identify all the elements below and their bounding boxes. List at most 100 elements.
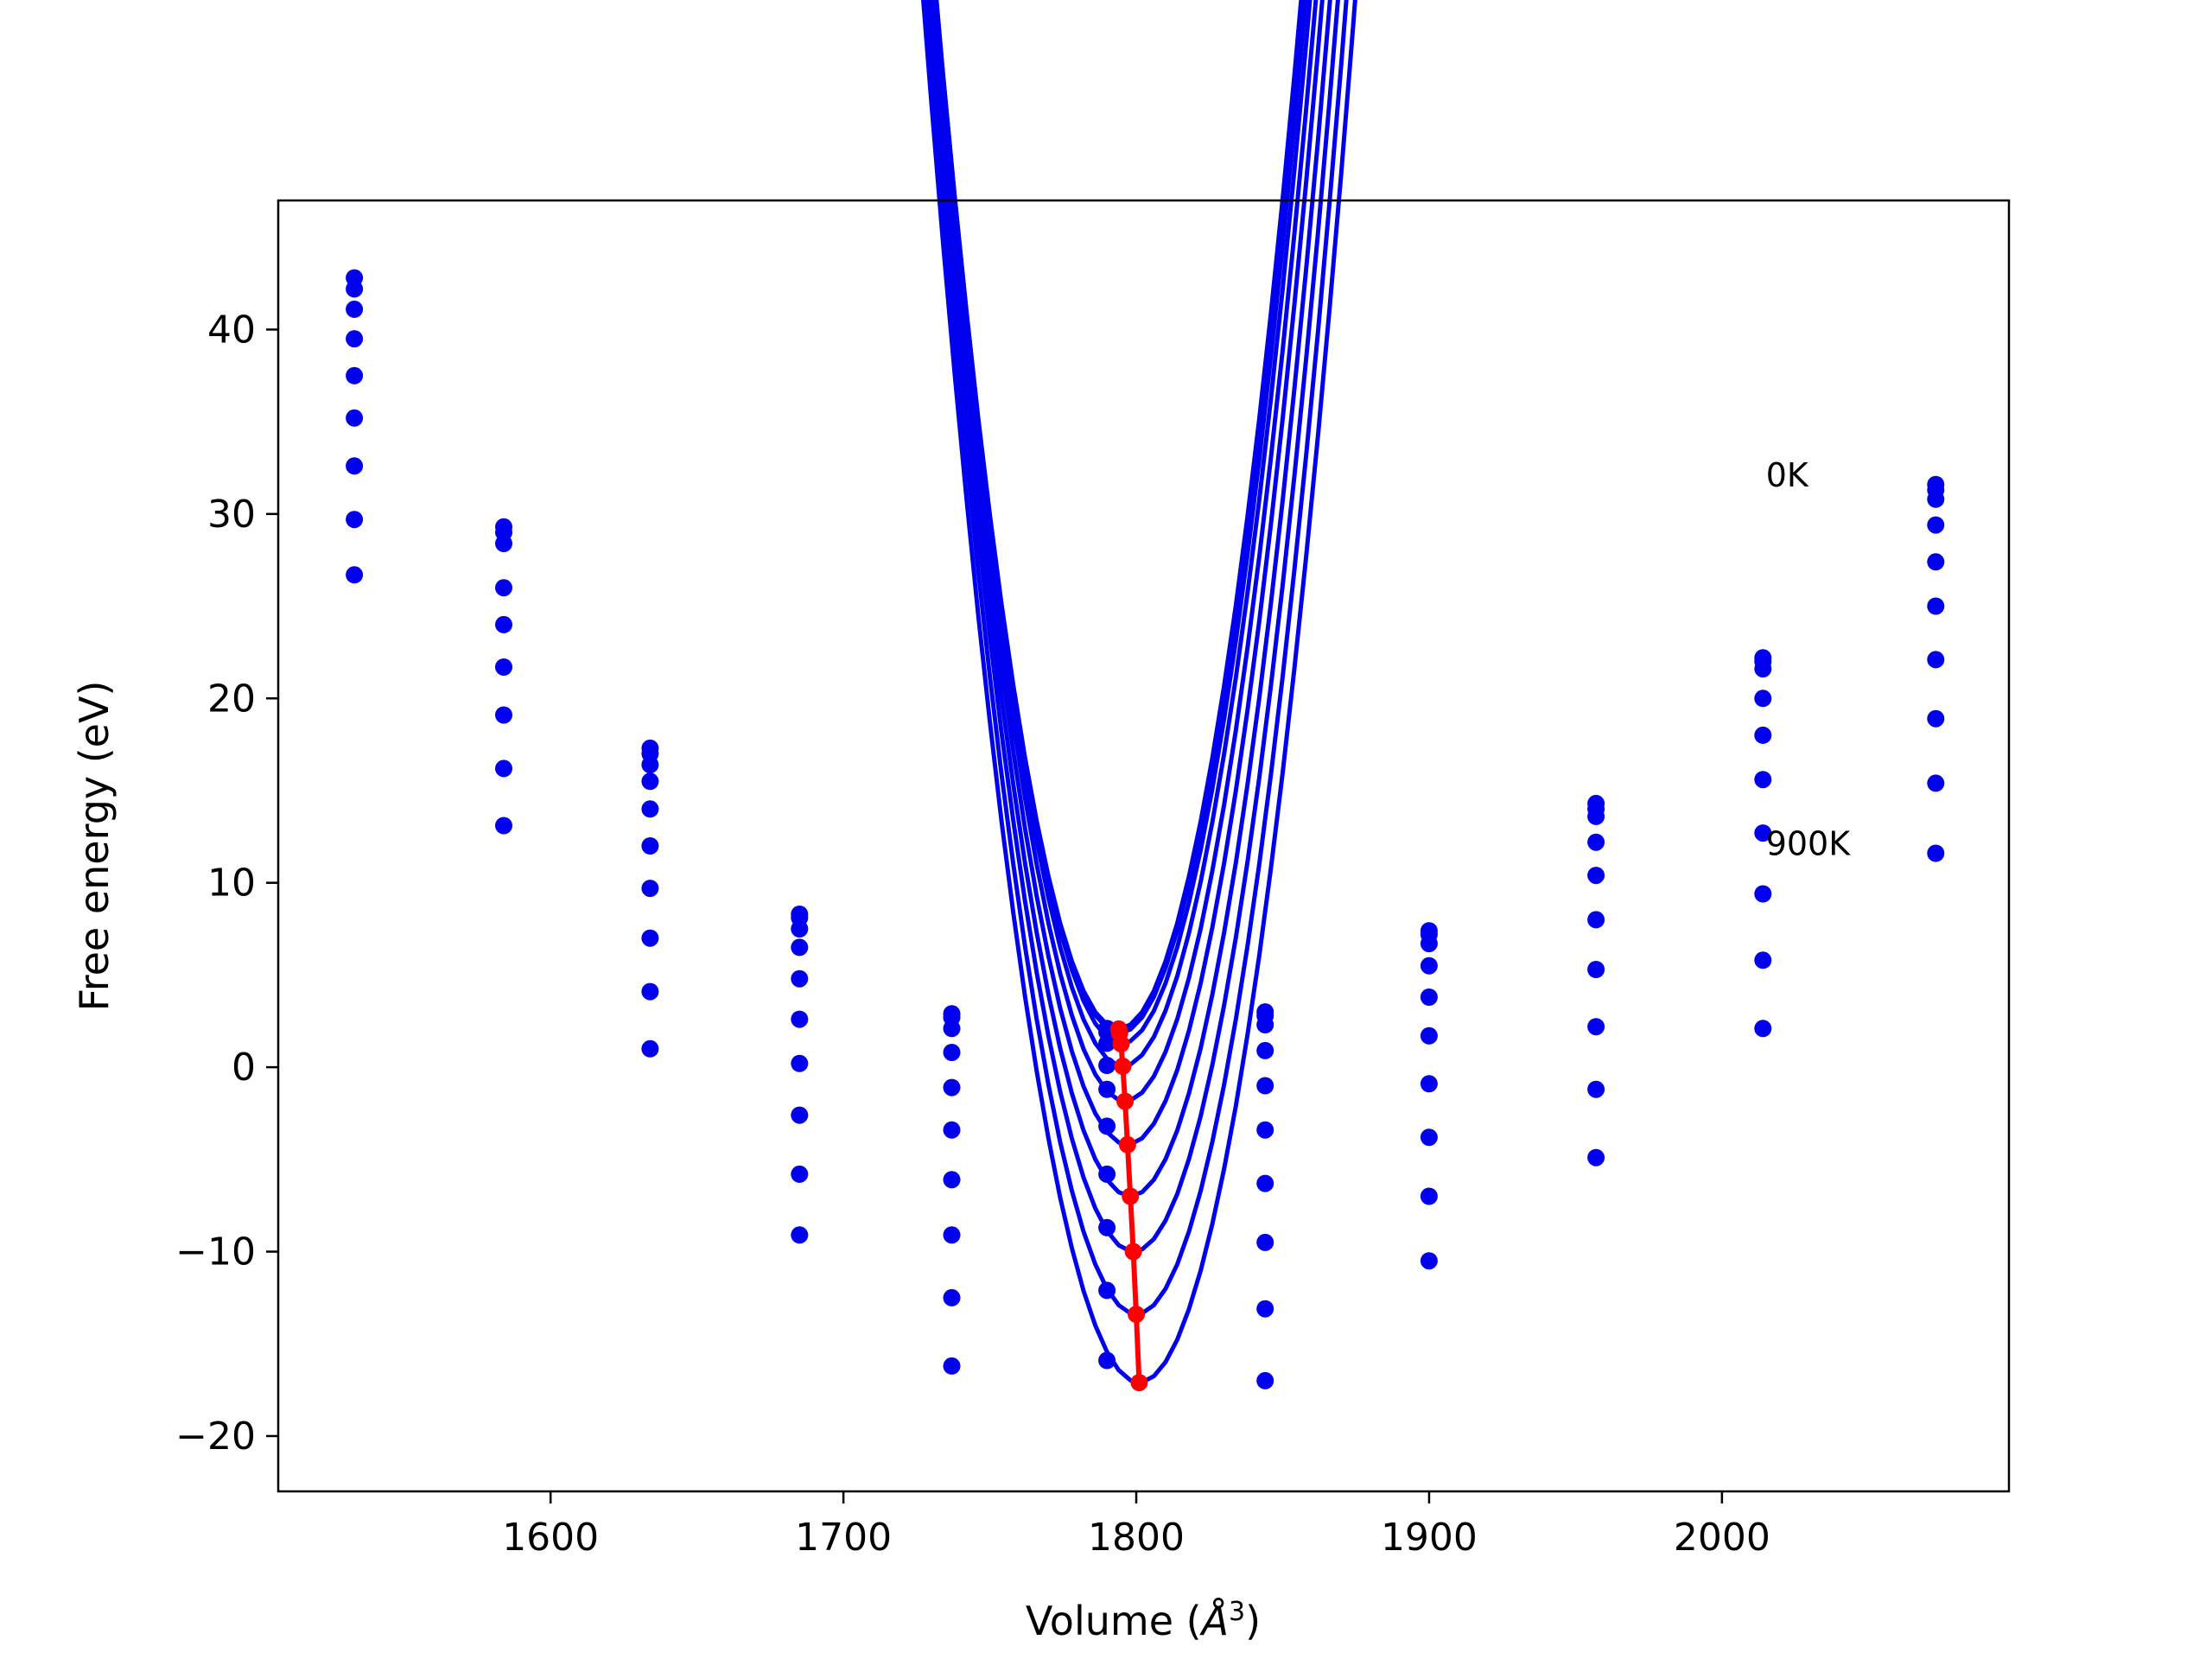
minima-point-5 (1118, 1135, 1136, 1154)
data-point-s7-4 (943, 1226, 961, 1244)
minima-point-7 (1124, 1243, 1142, 1261)
y-tick-label-20: 20 (207, 677, 256, 721)
data-point-s5-9 (1754, 771, 1772, 789)
data-point-s8-2 (641, 982, 659, 1001)
data-point-s5-1 (495, 658, 512, 676)
y-tick-label-30: 30 (207, 493, 256, 537)
fit-curve-3 (933, 0, 1313, 1069)
data-point-s3-4 (943, 1044, 961, 1061)
minima-point-3 (1114, 1058, 1132, 1075)
x-axis-title-symbol: Å (1199, 1598, 1229, 1644)
data-point-s5-10 (1927, 597, 1945, 615)
data-point-s6-5 (1098, 1165, 1116, 1183)
minima-point-8 (1128, 1306, 1145, 1324)
data-point-s7-6 (1256, 1233, 1274, 1251)
x-axis-title-text: Volume ( (1026, 1598, 1202, 1644)
data-point-s7-8 (1587, 1018, 1605, 1036)
data-point-s5-0 (346, 409, 364, 427)
data-point-s3-1 (495, 579, 512, 597)
data-point-s2-6 (1256, 1016, 1274, 1033)
data-point-s7-2 (641, 929, 659, 947)
data-point-s2-9 (1754, 660, 1772, 678)
data-point-s9-3 (791, 1226, 809, 1244)
data-point-s8-3 (791, 1165, 809, 1183)
annotation-900k: 900K (1766, 825, 1852, 863)
data-point-s6-10 (1927, 651, 1945, 669)
data-point-s8-5 (1098, 1281, 1116, 1300)
data-point-s8-8 (1587, 1080, 1605, 1098)
data-point-s6-6 (1256, 1174, 1274, 1192)
fit-curve-5 (930, 0, 1325, 1147)
data-point-s4-5 (1098, 1080, 1116, 1098)
data-point-s5-7 (1420, 1027, 1438, 1045)
x-axis-title-close: ) (1245, 1598, 1261, 1644)
data-point-s2-8 (1587, 807, 1605, 825)
data-point-s1-0 (346, 280, 364, 298)
data-point-s3-10 (1927, 516, 1945, 534)
data-point-s2-5 (1098, 1034, 1116, 1052)
data-point-s9-8 (1587, 1148, 1605, 1166)
data-point-s6-7 (1420, 1075, 1438, 1093)
fit-curve-6 (928, 0, 1332, 1199)
data-point-s5-6 (1256, 1121, 1274, 1139)
data-point-s7-10 (1927, 709, 1945, 728)
fit-curve-2 (934, 0, 1308, 1046)
data-point-s9-9 (1754, 1020, 1772, 1038)
data-point-s2-1 (495, 535, 512, 552)
data-point-s9-7 (1420, 1252, 1438, 1270)
data-point-s5-2 (641, 837, 659, 855)
plot-frame (276, 199, 2011, 1493)
data-point-s2-3 (791, 920, 809, 938)
data-point-s6-1 (495, 706, 512, 724)
data-point-s4-3 (791, 969, 809, 988)
data-point-s4-6 (1256, 1077, 1274, 1095)
data-point-s9-4 (943, 1357, 961, 1375)
minima-point-9 (1130, 1374, 1148, 1392)
fit-curve-1 (934, 0, 1306, 1036)
data-point-s8-0 (346, 566, 364, 584)
y-tick-label-10: 10 (207, 861, 256, 906)
data-point-s5-5 (1098, 1117, 1116, 1135)
data-point-s7-7 (1420, 1128, 1438, 1147)
data-point-s4-2 (641, 800, 659, 818)
y-tick-label-40: 40 (207, 308, 256, 352)
data-point-s7-9 (1754, 885, 1772, 903)
data-point-s6-2 (641, 880, 659, 898)
data-point-s7-3 (791, 1106, 809, 1124)
data-point-s4-4 (943, 1078, 961, 1096)
data-point-s7-5 (1098, 1218, 1116, 1236)
data-point-s2-4 (943, 1020, 961, 1038)
y-tick-label--10: −10 (175, 1230, 256, 1274)
fit-curve-4 (931, 0, 1319, 1103)
x-tick-label-2000: 2000 (1674, 1516, 1770, 1560)
data-point-s7-0 (346, 511, 364, 529)
data-point-s3-5 (1098, 1057, 1116, 1074)
data-point-s2-10 (1927, 490, 1945, 508)
data-point-s8-10 (1927, 774, 1945, 792)
data-point-s4-7 (1420, 988, 1438, 1006)
x-tick-label-1600: 1600 (502, 1516, 599, 1560)
minima-point-2 (1112, 1035, 1130, 1052)
x-tick-label-1900: 1900 (1381, 1516, 1478, 1560)
y-tick-label--20: −20 (175, 1414, 256, 1459)
x-axis-ticks: 1600 1700 1800 1900 2000 (502, 1491, 1770, 1560)
annotation-0k: 0K (1766, 456, 1809, 494)
data-point-s4-0 (346, 366, 364, 385)
data-point-s6-3 (791, 1054, 809, 1072)
data-point-s9-5 (1098, 1351, 1116, 1370)
data-point-s3-2 (641, 772, 659, 791)
data-point-s6-4 (943, 1171, 961, 1189)
data-point-s6-9 (1754, 824, 1772, 842)
fit-curve-7 (926, 0, 1340, 1254)
data-point-s9-10 (1927, 844, 1945, 862)
data-point-s8-7 (1420, 1187, 1438, 1205)
data-point-s8-4 (943, 1288, 961, 1306)
data-point-s6-8 (1587, 961, 1605, 978)
data-point-s6-0 (346, 457, 364, 475)
data-point-s4-8 (1587, 867, 1605, 885)
x-axis-title-exponent: 3 (1229, 1597, 1245, 1627)
data-point-s8-9 (1754, 951, 1772, 969)
data-marks (346, 0, 1945, 1392)
